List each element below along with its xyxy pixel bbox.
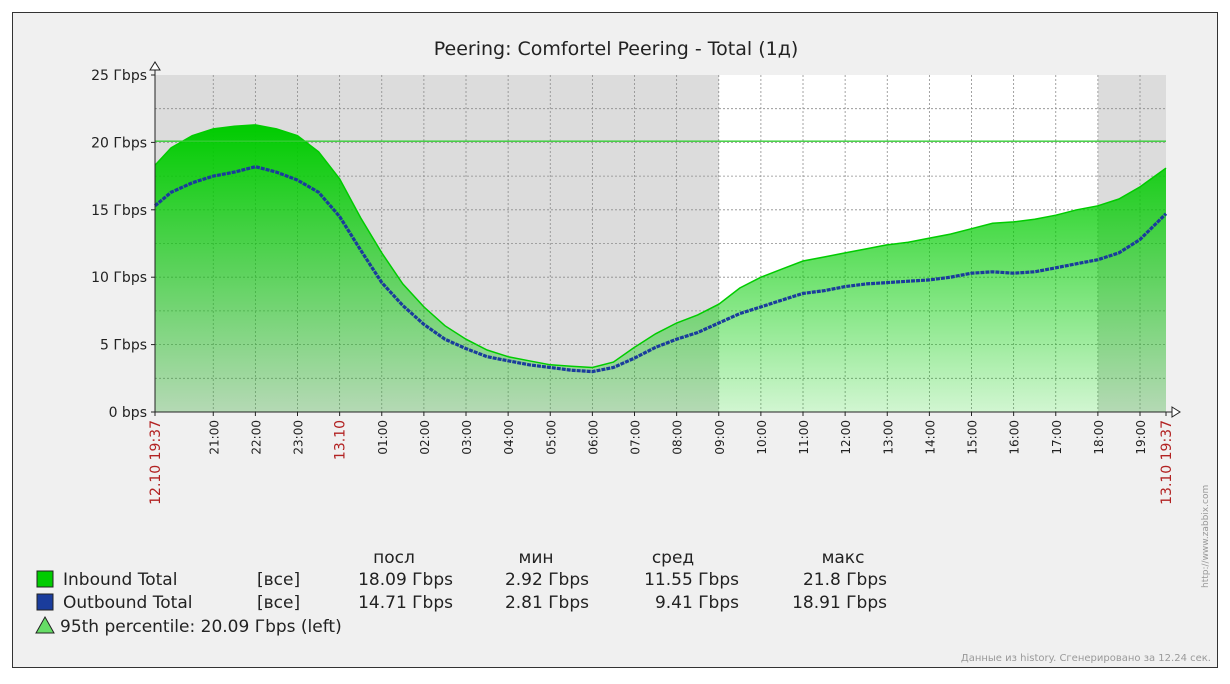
- x-tick-label: 13.10 19:37: [1159, 420, 1175, 505]
- x-tick-label: 08:00: [671, 420, 685, 455]
- x-tick-label: 15:00: [966, 420, 980, 455]
- legend-swatch: [36, 593, 54, 611]
- x-tick-label: 16:00: [1008, 420, 1022, 455]
- legend-header: макс: [822, 548, 865, 568]
- plot-area: [153, 75, 1168, 413]
- legend-scope: [все]: [257, 570, 300, 590]
- percentile-legend-label: 95th percentile: 20.09 Гbps (left): [60, 617, 342, 637]
- y-tick-label: 5 Гbps: [100, 338, 147, 354]
- traffic-chart: Peering: Comfortel Peering - Total (1д) …: [35, 38, 1211, 664]
- x-tick-label: 02:00: [418, 420, 432, 455]
- x-tick-label: 23:00: [292, 420, 306, 455]
- legend-value-min: 2.81 Гbps: [505, 593, 589, 613]
- percentile-legend-icon: [35, 615, 55, 634]
- legend-value-last: 18.09 Гbps: [358, 570, 453, 590]
- y-tick-label: 0 bps: [109, 405, 147, 421]
- legend-header: мин: [519, 548, 554, 568]
- x-tick-label: 19:00: [1134, 420, 1148, 455]
- x-tick-label: 06:00: [586, 420, 600, 455]
- legend-value-avg: 11.55 Гbps: [644, 570, 739, 590]
- x-tick-label: 13.10: [333, 420, 349, 460]
- legend-series-name: Inbound Total: [63, 570, 177, 590]
- legend-swatch: [36, 570, 54, 588]
- x-tick-label: 04:00: [502, 420, 516, 455]
- x-tick-label: 21:00: [207, 420, 221, 455]
- inbound-line: [154, 124, 1167, 369]
- y-axis: 0 bps 5 Гbps 10 Гbps 15 Гbps 20 Гbps 25 Гbps: [91, 61, 161, 421]
- x-tick-label: 11:00: [797, 420, 811, 455]
- chart-title: Peering: Comfortel Peering - Total (1д): [434, 38, 799, 60]
- y-tick-label: 25 Гbps: [91, 68, 147, 84]
- y-tick-label: 10 Гbps: [91, 270, 147, 286]
- x-tick-label: 03:00: [460, 420, 474, 455]
- x-axis: 12.10 19:37 21:00 22:00 23:00 13.10 01:00 02:0…: [148, 406, 1181, 505]
- x-tick-label: 10:00: [755, 420, 769, 455]
- graph-frame: Peering: Comfortel Peering - Total (1д) …: [12, 12, 1218, 668]
- x-tick-label: 09:00: [713, 420, 727, 455]
- x-tick-label: 13:00: [881, 420, 895, 455]
- legend-value-max: 18.91 Гbps: [792, 593, 887, 613]
- x-tick-label: 17:00: [1050, 420, 1064, 455]
- x-tick-label: 14:00: [923, 420, 937, 455]
- y-tick-label: 15 Гbps: [91, 203, 147, 219]
- legend-value-avg: 9.41 Гbps: [655, 593, 739, 613]
- x-axis-arrow: [1171, 406, 1181, 418]
- y-tick-label: 20 Гbps: [91, 135, 147, 151]
- x-tick-label: 01:00: [376, 420, 390, 455]
- legend-series-name: Outbound Total: [63, 593, 192, 613]
- watermark: http://www.zabbix.com: [1201, 485, 1211, 588]
- x-tick-label: 22:00: [249, 420, 263, 455]
- y-axis-arrow: [149, 61, 161, 71]
- footer-note: Данные из history. Сгенерировано за 12.2…: [961, 653, 1211, 664]
- legend-value-last: 14.71 Гbps: [358, 593, 453, 613]
- legend-header: посл: [373, 548, 415, 568]
- legend: посл мин сред макс Inbound Total [все] 18.09 Г…: [35, 548, 887, 637]
- x-tick-label: 12:00: [839, 420, 853, 455]
- x-tick-label: 05:00: [544, 420, 558, 455]
- legend-header: сред: [652, 548, 694, 568]
- legend-scope: [все]: [257, 593, 300, 613]
- outbound-line: [153, 165, 1168, 374]
- legend-value-max: 21.8 Гbps: [803, 570, 887, 590]
- x-tick-label: 18:00: [1092, 420, 1106, 455]
- legend-value-min: 2.92 Гbps: [505, 570, 589, 590]
- x-tick-label: 07:00: [629, 420, 643, 455]
- x-tick-label: 12.10 19:37: [148, 420, 164, 505]
- inbound-area: [155, 124, 1166, 413]
